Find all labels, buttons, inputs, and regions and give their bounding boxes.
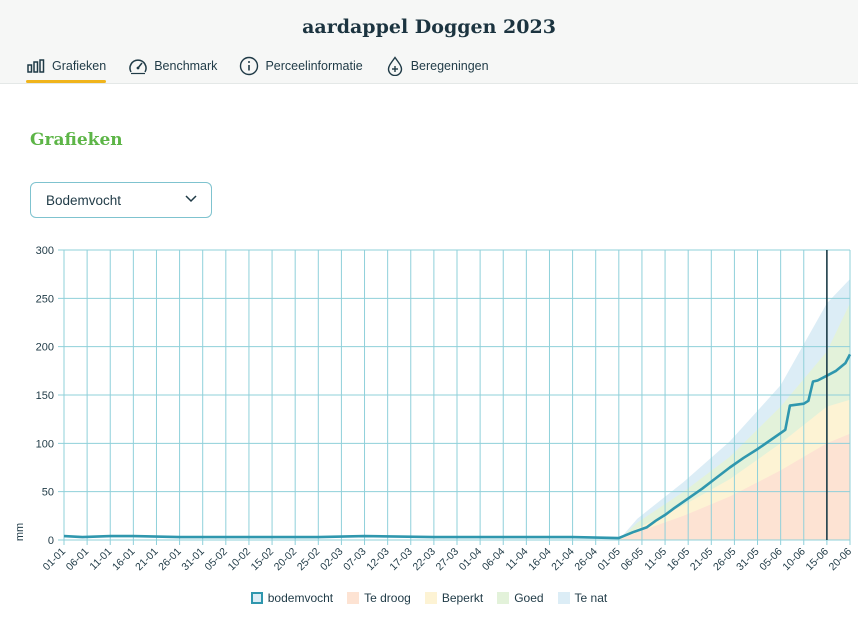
tab-beregeningen[interactable]: Beregeningen: [385, 55, 489, 77]
legend-item-te-nat[interactable]: Te nat: [557, 591, 608, 605]
tab-label: Beregeningen: [410, 59, 489, 73]
x-tick-label: 31-05: [734, 546, 762, 574]
x-tick-label: 10-06: [780, 546, 808, 574]
x-tick-label: 27-03: [434, 546, 462, 574]
y-tick-label: 100: [36, 438, 54, 450]
chart-type-select[interactable]: Bodemvocht: [30, 182, 212, 218]
x-tick-label: 26-01: [156, 546, 184, 574]
legend-label: Te droog: [364, 591, 411, 605]
series-line-bodemvocht: [63, 353, 852, 540]
legend-item-beperkt[interactable]: Beperkt: [424, 591, 484, 605]
chart-legend: bodemvocht Te droog Beperkt Goed Te nat: [0, 591, 858, 605]
legend-swatch: [347, 592, 360, 604]
bar-chart-icon: [26, 56, 46, 76]
chevron-down-icon: [185, 195, 197, 203]
tab-benchmark[interactable]: Benchmark: [128, 55, 217, 77]
page-title: aardappel Doggen 2023: [302, 16, 556, 38]
legend-label: Beperkt: [441, 591, 484, 605]
x-tick-label: 16-05: [665, 546, 693, 574]
x-tick-label: 15-02: [249, 546, 277, 574]
x-tick-label: 20-02: [272, 546, 300, 574]
x-tick-label: 15-06: [804, 546, 832, 574]
x-tick-label: 06-01: [64, 546, 92, 574]
x-tick-label: 22-03: [411, 546, 439, 574]
x-tick-label: 05-02: [202, 546, 230, 574]
legend-swatch: [557, 592, 570, 604]
y-axis-label: mm: [14, 523, 26, 541]
gauge-icon: [128, 56, 148, 76]
tab-label: Grafieken: [52, 59, 107, 73]
x-tick-label: 11-01: [87, 546, 114, 573]
x-tick-label: 17-03: [387, 546, 415, 574]
tab-bar: Grafieken Benchmark Perceelinformatie Be…: [26, 55, 511, 83]
x-tick-label: 21-01: [133, 546, 161, 574]
legend-label: Te nat: [574, 591, 608, 605]
x-tick-label: 01-05: [595, 546, 623, 574]
x-tick-label: 11-05: [642, 546, 669, 573]
band-te-droog: [618, 433, 850, 540]
legend-item-goed[interactable]: Goed: [497, 591, 544, 605]
bodemvocht-chart: 05010015020025030001-0106-0111-0116-0121…: [14, 245, 855, 574]
x-tick-label: 16-01: [110, 546, 138, 574]
legend-swatch: [497, 592, 510, 604]
y-tick-label: 200: [36, 342, 54, 354]
x-tick-label: 26-05: [711, 546, 739, 574]
x-tick-label: 02-03: [318, 546, 346, 574]
x-tick-label: 01-01: [41, 546, 69, 574]
y-tick-label: 300: [36, 245, 54, 257]
x-tick-label: 16-04: [526, 546, 554, 574]
y-tick-label: 250: [36, 293, 54, 305]
y-tick-label: 150: [36, 390, 54, 402]
tab-label: Perceelinformatie: [265, 59, 363, 73]
x-tick-label: 11-04: [504, 546, 531, 573]
x-tick-label: 21-04: [549, 546, 577, 574]
info-icon: [239, 56, 259, 76]
x-tick-label: 20-06: [827, 546, 855, 574]
tab-grafieken[interactable]: Grafieken: [26, 55, 107, 83]
x-tick-label: 01-04: [457, 546, 485, 574]
y-tick-label: 0: [48, 535, 54, 547]
y-tick-label: 50: [42, 487, 54, 499]
x-tick-label: 05-06: [757, 546, 785, 574]
x-tick-label: 06-04: [480, 546, 508, 574]
x-tick-label: 07-03: [341, 546, 369, 574]
tab-label: Benchmark: [154, 59, 218, 73]
x-tick-label: 06-05: [619, 546, 647, 574]
x-tick-label: 21-05: [688, 546, 716, 574]
x-tick-label: 12-03: [364, 546, 392, 574]
top-bar: aardappel Doggen 2023 Grafieken Benchmar…: [0, 0, 858, 84]
x-tick-label: 31-01: [179, 546, 207, 574]
legend-label: bodemvocht: [267, 591, 334, 605]
x-tick-label: 10-02: [226, 546, 254, 574]
legend-item-te-droog[interactable]: Te droog: [347, 591, 411, 605]
tab-perceelinformatie[interactable]: Perceelinformatie: [239, 55, 363, 77]
legend-label: Goed: [514, 591, 544, 605]
water-drop-plus-icon: [385, 56, 405, 76]
section-title: Grafieken: [30, 130, 123, 150]
legend-swatch: [250, 592, 263, 604]
legend-swatch: [424, 592, 437, 604]
x-tick-label: 26-04: [572, 546, 600, 574]
legend-item-bodemvocht[interactable]: bodemvocht: [250, 591, 334, 605]
x-tick-label: 25-02: [295, 546, 323, 574]
select-value: Bodemvocht: [46, 192, 122, 208]
